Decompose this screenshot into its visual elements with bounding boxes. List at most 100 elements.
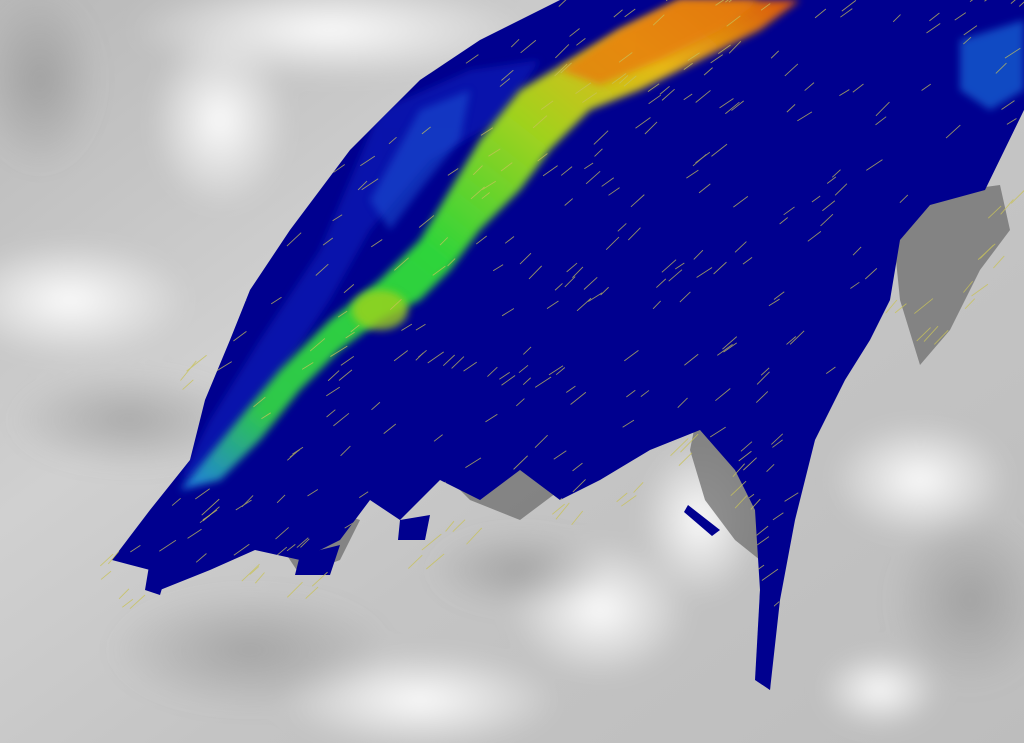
vector-glyph: [534, 376, 552, 388]
vector-glyph: [717, 343, 733, 356]
vector-glyph: [734, 241, 747, 253]
vector-glyph: [698, 183, 711, 194]
vector-glyph: [718, 44, 731, 54]
vector-glyph: [711, 143, 728, 157]
vector-glyph: [875, 116, 887, 126]
vector-glyph: [488, 148, 501, 157]
vector-glyph: [715, 0, 725, 6]
vector-glyph: [784, 63, 799, 77]
vector-glyph: [520, 39, 537, 54]
vector-glyph: [750, 498, 761, 510]
vector-glyph: [675, 262, 685, 270]
vector-glyph: [786, 104, 796, 113]
vector-glyph: [622, 419, 635, 428]
vector-glyph: [171, 497, 181, 506]
vector-glyph: [159, 539, 177, 552]
vector-glyph: [627, 227, 641, 241]
vector-glyph: [761, 568, 779, 581]
vector-glyph: [570, 391, 587, 405]
vector-glyph: [728, 0, 739, 3]
vector-glyph: [286, 232, 302, 247]
vector-glyph: [199, 514, 211, 524]
vector-glyph: [987, 205, 1002, 219]
vector-glyph: [383, 423, 397, 434]
vector-glyph: [300, 538, 310, 548]
vector-glyph: [850, 281, 860, 289]
vector-glyph: [921, 83, 931, 91]
vector-glyph: [582, 92, 598, 103]
vector-glyph: [394, 257, 409, 271]
vector-glyph: [270, 296, 282, 305]
vector-glyph: [560, 62, 572, 74]
vector-glyph: [560, 166, 573, 176]
vector-glyph: [301, 362, 314, 370]
vector-glyph: [442, 354, 455, 366]
vector-glyph: [814, 8, 827, 19]
vector-glyph: [307, 489, 319, 497]
vector-glyph: [470, 186, 485, 200]
vector-glyph: [740, 441, 753, 452]
flow-body: [112, 0, 1024, 690]
vector-glyph: [756, 371, 770, 385]
vector-glyph: [130, 545, 141, 553]
vector-glyph: [296, 537, 309, 548]
vector-glyph: [680, 433, 699, 453]
vector-glyph: [693, 249, 704, 260]
vector-glyph: [623, 75, 637, 87]
vector-glyph: [583, 277, 598, 290]
vector-glyph: [487, 366, 498, 377]
vector-glyph: [677, 397, 688, 409]
vector-glyph: [466, 527, 483, 545]
vector-glyph: [254, 572, 265, 584]
vector-glyph: [338, 369, 353, 381]
vector-glyph: [214, 361, 232, 373]
vector-glyph: [593, 130, 609, 145]
vector-glyph: [820, 213, 834, 227]
vector-glyph: [770, 50, 780, 59]
vector-glyph: [584, 162, 594, 170]
vector-glyph: [670, 438, 689, 457]
vector-glyph: [644, 121, 658, 135]
vector-glyph: [326, 386, 341, 397]
vector-glyph: [703, 67, 713, 76]
vector-glyph: [710, 54, 723, 64]
vector-glyph: [532, 115, 548, 129]
vector-glyph: [540, 100, 554, 110]
vector-glyph: [807, 231, 822, 242]
vector-glyph: [601, 177, 615, 187]
vector-glyph: [766, 464, 775, 473]
vector-glyph: [575, 82, 592, 94]
vector-glyph: [569, 28, 580, 37]
vector-glyph: [661, 88, 675, 101]
vector-glyph: [534, 434, 548, 449]
vector-glyph: [588, 292, 603, 302]
vector-glyph: [415, 352, 424, 361]
vector-glyph: [786, 336, 797, 345]
vector-glyph: [1001, 100, 1015, 110]
vector-glyph: [594, 148, 603, 157]
vector-glyph: [107, 550, 120, 565]
vector-glyph: [899, 194, 909, 203]
vector-glyph: [360, 155, 376, 167]
vector-glyph: [743, 457, 757, 471]
vector-glyph: [510, 38, 520, 48]
vector-glyph: [611, 73, 627, 84]
vector-glyph: [359, 491, 369, 498]
vector-glyph: [722, 336, 738, 350]
vector-glyph: [445, 520, 455, 532]
vector-glyph: [683, 93, 693, 101]
vector-glyph: [635, 117, 651, 129]
vector-glyph: [426, 553, 445, 570]
vector-glyph: [779, 217, 788, 225]
vector-glyph: [963, 25, 978, 36]
vector-glyph: [585, 170, 601, 185]
vector-glyph: [551, 503, 565, 515]
vector-glyph: [388, 136, 397, 145]
vector-glyph: [558, 0, 568, 7]
vector-glyph: [515, 398, 525, 407]
vector-glyph: [696, 267, 713, 278]
vector-glyph: [811, 195, 821, 203]
vector-glyph: [964, 298, 976, 310]
